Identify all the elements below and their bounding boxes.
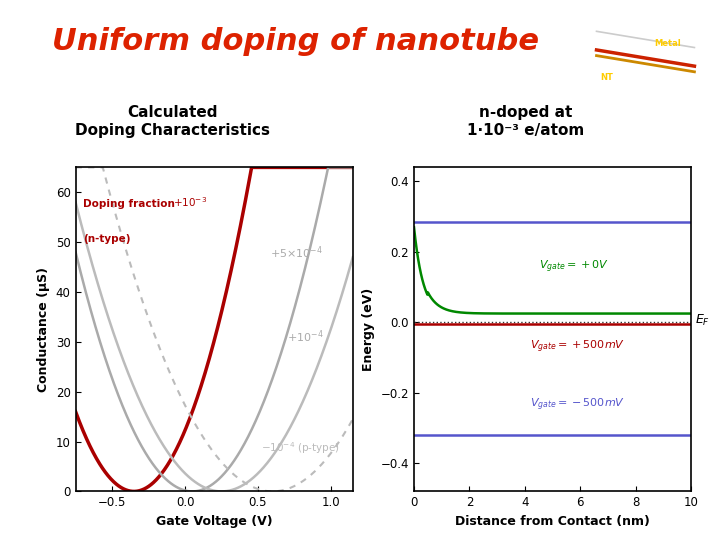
Text: $E_F$: $E_F$	[696, 313, 711, 328]
Text: n-doped at
1·10⁻³ e/atom: n-doped at 1·10⁻³ e/atom	[467, 105, 584, 138]
X-axis label: Distance from Contact (nm): Distance from Contact (nm)	[455, 515, 650, 528]
Text: $V_{gate}=+0V$: $V_{gate}=+0V$	[539, 259, 609, 275]
Text: NT: NT	[600, 73, 613, 82]
Text: $V_{gate}=+500mV$: $V_{gate}=+500mV$	[531, 338, 626, 355]
Text: $-10^{-4}$ (p-type): $-10^{-4}$ (p-type)	[261, 440, 340, 456]
Text: Uniform doping of nanotube: Uniform doping of nanotube	[52, 27, 539, 56]
Y-axis label: Energy (eV): Energy (eV)	[362, 288, 375, 371]
Text: Doping fraction: Doping fraction	[83, 199, 179, 210]
Text: Calculated
Doping Characteristics: Calculated Doping Characteristics	[76, 105, 270, 138]
Text: Gate: Gate	[605, 14, 631, 24]
Text: Metal: Metal	[654, 39, 681, 48]
Text: $+10^{-3}$: $+10^{-3}$	[174, 195, 207, 210]
Text: $V_{gate}=-500mV$: $V_{gate}=-500mV$	[531, 396, 626, 413]
X-axis label: Gate Voltage (V): Gate Voltage (V)	[156, 515, 272, 528]
Text: (n-type): (n-type)	[83, 234, 130, 244]
Y-axis label: Conductance (μS): Conductance (μS)	[37, 267, 50, 392]
Text: $+5{\times}10^{-4}$: $+5{\times}10^{-4}$	[270, 244, 323, 260]
Text: $+10^{-4}$: $+10^{-4}$	[287, 329, 324, 345]
